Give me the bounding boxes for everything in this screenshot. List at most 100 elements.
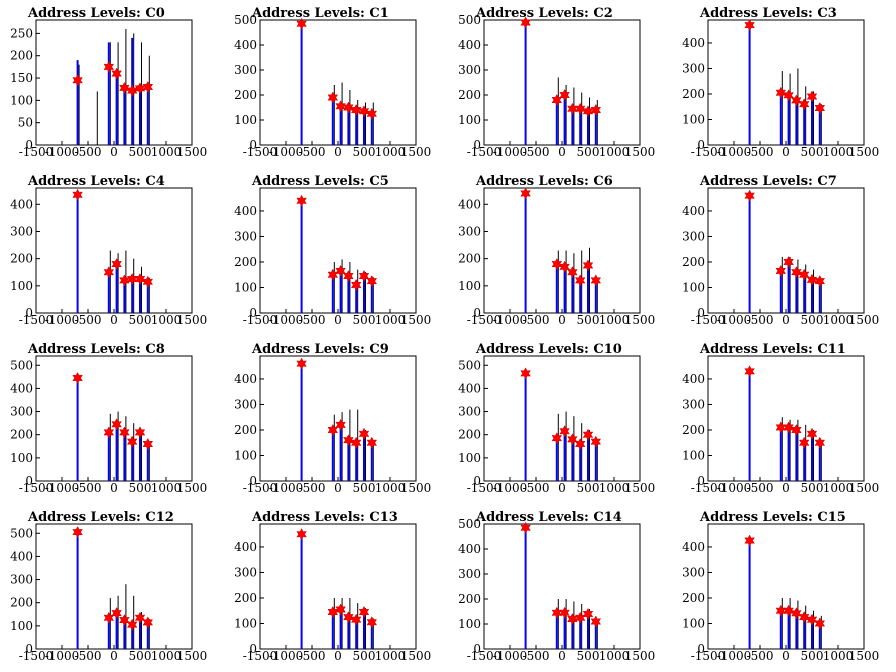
peak-marker — [134, 426, 146, 439]
y-tick-label: 500 — [10, 358, 33, 372]
x-tick-label: 1500 — [177, 649, 208, 663]
x-tick-label: 1500 — [177, 481, 208, 495]
x-tick-label: -1000 — [717, 145, 752, 159]
x-tick-label: 1500 — [177, 145, 208, 159]
x-tick-label: -500 — [747, 313, 774, 327]
peak-marker — [335, 418, 346, 431]
peak-marker — [134, 611, 146, 624]
y-tick-label: 100 — [10, 279, 33, 293]
peak-marker — [574, 102, 586, 115]
peak-marker — [798, 268, 810, 281]
x-tick-label: 500 — [801, 313, 824, 327]
peak-marker — [791, 266, 802, 279]
chart-title: Address Levels: C1 — [251, 6, 389, 21]
plot-frame — [35, 19, 193, 146]
x-tick-label: 1000 — [599, 313, 630, 327]
y-tick-label: 200 — [682, 423, 705, 437]
y-tick-label: 400 — [458, 197, 481, 211]
plot-frame — [35, 355, 193, 482]
y-tick-label: 400 — [10, 197, 33, 211]
plot-frame — [259, 523, 417, 650]
plot-frame — [483, 19, 641, 146]
y-tick-label: 300 — [458, 567, 481, 581]
peak-marker — [806, 90, 818, 103]
x-tick-label: 0 — [558, 649, 566, 663]
y-tick-label: 500 — [458, 13, 481, 27]
peak-marker — [582, 105, 594, 118]
y-tick-label: 0 — [249, 138, 257, 152]
peak-marker — [142, 616, 154, 629]
y-tick-label: 200 — [10, 252, 33, 266]
y-tick-label: 200 — [682, 255, 705, 269]
chart-title: Address Levels: C0 — [27, 6, 165, 21]
x-tick-label: 0 — [110, 481, 118, 495]
x-tick-label: -500 — [75, 649, 102, 663]
y-tick-label: 100 — [234, 448, 257, 462]
peak-marker — [335, 100, 346, 113]
peak-marker — [358, 105, 370, 118]
peak-marker — [358, 427, 370, 440]
y-tick-label: 100 — [458, 279, 481, 293]
chart-title: Address Levels: C10 — [475, 342, 622, 357]
y-tick-label: 400 — [10, 549, 33, 563]
y-tick-label: 300 — [682, 229, 705, 243]
y-tick-label: 50 — [18, 116, 33, 130]
y-tick-label: 400 — [458, 381, 481, 395]
x-tick-label: 500 — [353, 145, 376, 159]
peak-marker — [814, 101, 826, 115]
peak-marker — [103, 611, 115, 624]
y-tick-label: 0 — [249, 474, 257, 488]
plot-frame — [259, 355, 417, 482]
x-tick-label: -500 — [747, 145, 774, 159]
peak-marker — [126, 84, 138, 97]
peak-marker — [72, 371, 83, 385]
y-tick-label: 400 — [682, 36, 705, 50]
x-tick-label: -1000 — [269, 649, 304, 663]
x-tick-label: -500 — [299, 481, 326, 495]
peak-marker — [590, 274, 602, 287]
x-tick-label: -1500 — [19, 481, 54, 495]
y-tick-label: 0 — [473, 306, 481, 320]
x-tick-label: 1000 — [375, 649, 406, 663]
y-tick-label: 300 — [234, 565, 257, 579]
plot-frame — [707, 187, 865, 314]
peak-marker — [559, 606, 570, 619]
peak-marker — [366, 107, 378, 120]
y-tick-label: 0 — [25, 306, 33, 320]
x-tick-label: 500 — [577, 313, 600, 327]
plot-frame — [259, 19, 417, 146]
x-tick-label: 1000 — [151, 481, 182, 495]
y-tick-label: 100 — [234, 280, 257, 294]
peak-marker — [798, 611, 810, 624]
x-tick-label: -1000 — [493, 649, 528, 663]
x-tick-label: 0 — [110, 649, 118, 663]
x-tick-label: -1500 — [691, 649, 726, 663]
peak-marker — [126, 272, 138, 286]
x-tick-label: 0 — [782, 649, 790, 663]
y-tick-label: 300 — [234, 397, 257, 411]
x-tick-label: -1000 — [493, 313, 528, 327]
y-tick-label: 100 — [682, 280, 705, 294]
peak-marker — [806, 427, 818, 440]
peak-marker — [366, 275, 378, 288]
peak-marker — [343, 269, 354, 283]
chart-title: Address Levels: C15 — [699, 510, 846, 525]
y-tick-label: 0 — [697, 642, 705, 656]
x-tick-label: 500 — [801, 649, 824, 663]
peak-marker — [744, 365, 755, 378]
x-tick-label: -1000 — [45, 481, 80, 495]
x-tick-label: -1000 — [45, 649, 80, 663]
x-tick-label: 1000 — [599, 145, 630, 159]
peak-marker — [111, 607, 122, 620]
peak-marker — [343, 611, 354, 624]
peak-marker — [126, 618, 138, 631]
peak-marker — [582, 607, 594, 621]
x-tick-label: 1000 — [151, 313, 182, 327]
x-tick-label: -1000 — [45, 313, 80, 327]
peak-marker — [119, 81, 130, 94]
x-tick-label: 500 — [353, 313, 376, 327]
